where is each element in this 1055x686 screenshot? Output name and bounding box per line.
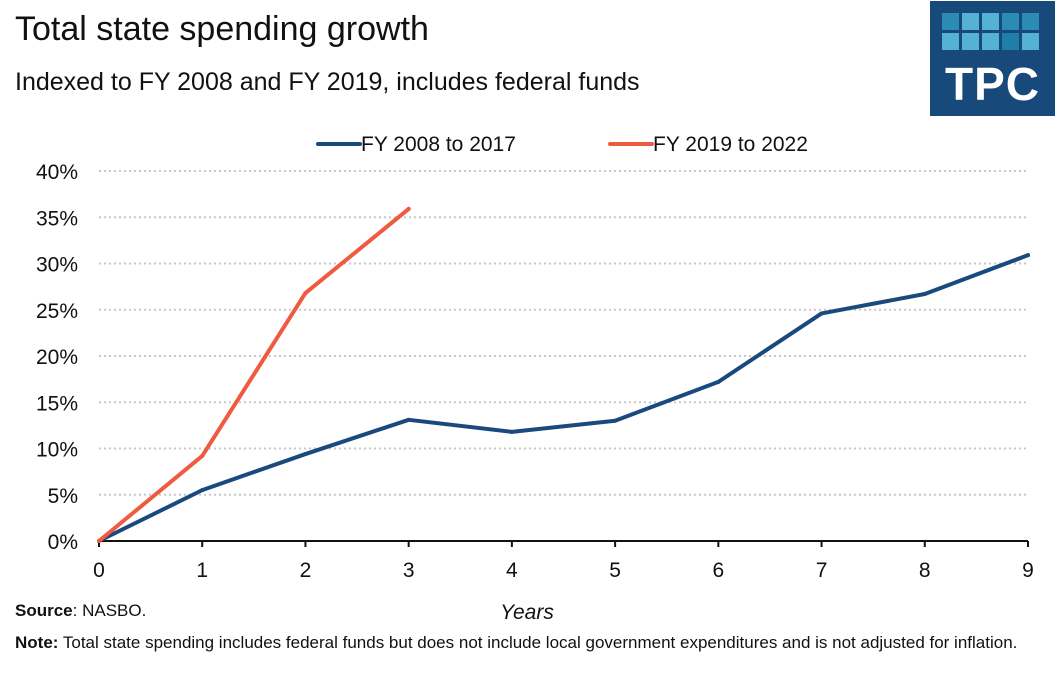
logo-square	[1002, 33, 1019, 50]
data-point	[922, 292, 927, 297]
x-tick-label: 0	[93, 559, 105, 582]
series-line-1	[97, 206, 411, 543]
data-point	[200, 453, 205, 458]
data-point	[406, 206, 411, 211]
data-point	[819, 311, 824, 316]
data-point	[97, 539, 101, 543]
y-tick-label: 20%	[36, 346, 78, 369]
y-tick-label: 5%	[48, 485, 78, 508]
logo-square	[962, 33, 979, 50]
y-tick-label: 0%	[48, 531, 78, 554]
logo-square	[942, 13, 959, 30]
x-tick-label: 5	[609, 559, 621, 582]
x-tick-label: 1	[196, 559, 208, 582]
x-tick-label: 9	[1022, 559, 1034, 582]
logo-square	[982, 13, 999, 30]
note-line: Note: Total state spending includes fede…	[15, 631, 1045, 655]
y-tick-label: 30%	[36, 254, 78, 277]
y-tick-label: 40%	[36, 161, 78, 184]
note-text: Total state spending includes federal fu…	[58, 633, 1018, 652]
y-tick-label: 15%	[36, 392, 78, 415]
x-tick-label: 6	[712, 559, 724, 582]
x-tick-label: 8	[919, 559, 931, 582]
legend-label: FY 2019 to 2022	[653, 133, 808, 156]
x-tick-label: 2	[300, 559, 312, 582]
data-point	[613, 418, 618, 423]
x-axis-label: Years	[500, 601, 554, 624]
gridlines	[99, 170, 1028, 496]
logo-square	[942, 33, 959, 50]
logo-square	[1002, 13, 1019, 30]
x-tick-label: 3	[403, 559, 415, 582]
logo-text: TPC	[945, 58, 1040, 110]
chart-subtitle: Indexed to FY 2008 and FY 2019, includes…	[15, 68, 640, 96]
data-point	[303, 452, 308, 457]
data-point	[406, 417, 411, 422]
x-tick-label: 4	[506, 559, 518, 582]
y-tick-label: 35%	[36, 207, 78, 230]
source-text: : NASBO.	[72, 601, 147, 620]
data-point	[200, 488, 205, 493]
legend-label: FY 2008 to 2017	[361, 133, 516, 156]
y-tick-label: 25%	[36, 300, 78, 323]
data-point	[1026, 253, 1030, 258]
source-line: Source: NASBO.	[15, 601, 146, 621]
logo-square	[1022, 13, 1039, 30]
source-label: Source	[15, 601, 73, 620]
data-point	[303, 291, 308, 296]
data-point	[716, 379, 721, 384]
logo-square	[1022, 33, 1039, 50]
chart-title: Total state spending growth	[15, 10, 429, 48]
logo-square	[982, 33, 999, 50]
data-point	[509, 429, 514, 434]
series-lines	[97, 206, 1030, 543]
series-line-0	[97, 253, 1030, 543]
legend: FY 2008 to 2017 FY 2019 to 2022	[316, 133, 808, 156]
y-tick-label: 10%	[36, 439, 78, 462]
logo-squares	[942, 13, 1039, 50]
tpc-logo: TPC	[930, 1, 1055, 116]
logo-square	[962, 13, 979, 30]
x-tick-label: 7	[816, 559, 828, 582]
x-axis: 0 1 2 3 4 5 6 7 8 9	[93, 540, 1034, 582]
y-axis-tick-labels: 0% 5% 10% 15% 20% 25% 30% 35% 40%	[36, 161, 78, 554]
note-label: Note:	[15, 633, 59, 652]
